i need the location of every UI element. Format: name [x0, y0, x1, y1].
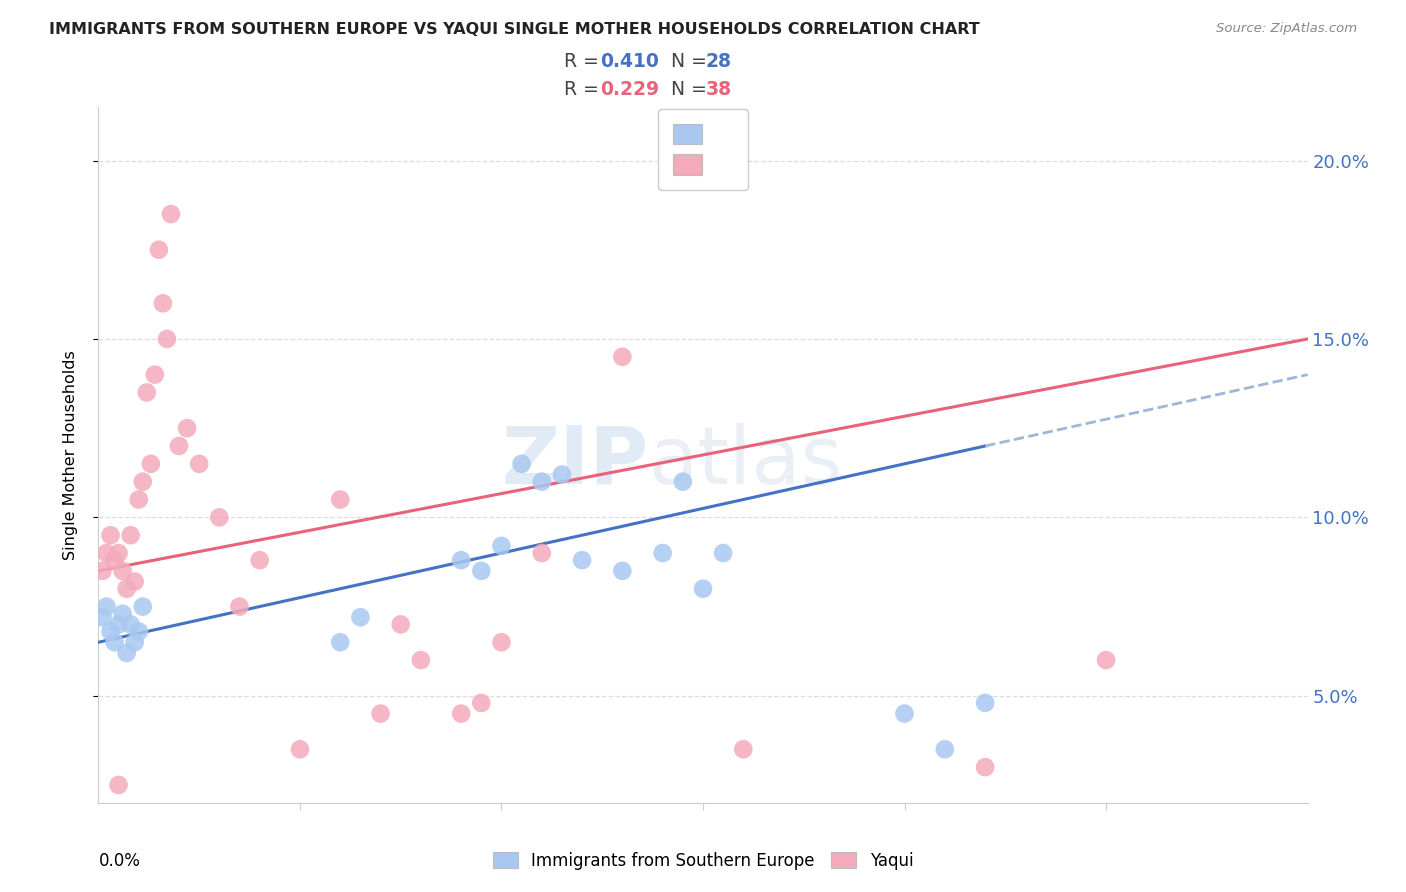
- Point: [111, 607, 134, 621]
- Point: [249, 553, 271, 567]
- Point: [893, 706, 915, 721]
- Point: [551, 467, 574, 482]
- Point: [176, 421, 198, 435]
- Point: [124, 574, 146, 589]
- Point: [120, 617, 142, 632]
- Point: [612, 564, 634, 578]
- Text: 0.0%: 0.0%: [98, 852, 141, 870]
- Point: [370, 706, 392, 721]
- Point: [135, 385, 157, 400]
- Point: [103, 635, 125, 649]
- Point: [491, 539, 513, 553]
- Point: [974, 760, 997, 774]
- Point: [132, 599, 155, 614]
- Point: [491, 635, 513, 649]
- Point: [672, 475, 695, 489]
- Point: [208, 510, 231, 524]
- Text: N =: N =: [659, 53, 713, 71]
- Point: [107, 546, 129, 560]
- Point: [111, 564, 134, 578]
- Point: [974, 696, 997, 710]
- Point: [148, 243, 170, 257]
- Point: [96, 546, 118, 560]
- Point: [188, 457, 211, 471]
- Point: [228, 599, 250, 614]
- Text: 28: 28: [706, 53, 731, 71]
- Point: [349, 610, 371, 624]
- Point: [103, 553, 125, 567]
- Point: [91, 564, 114, 578]
- Text: Source: ZipAtlas.com: Source: ZipAtlas.com: [1216, 22, 1357, 36]
- Point: [934, 742, 956, 756]
- Text: N =: N =: [659, 80, 713, 99]
- Point: [139, 457, 162, 471]
- Point: [571, 553, 593, 567]
- Point: [692, 582, 714, 596]
- Text: 0.229: 0.229: [600, 80, 659, 99]
- Y-axis label: Single Mother Households: Single Mother Households: [63, 350, 77, 560]
- Point: [143, 368, 166, 382]
- Point: [120, 528, 142, 542]
- Point: [91, 610, 114, 624]
- Point: [510, 457, 533, 471]
- Point: [115, 646, 138, 660]
- Point: [167, 439, 190, 453]
- Text: 0.410: 0.410: [600, 53, 659, 71]
- Text: ZIP: ZIP: [502, 423, 648, 501]
- Text: 38: 38: [706, 80, 731, 99]
- Point: [107, 778, 129, 792]
- Point: [96, 599, 118, 614]
- Text: R =: R =: [564, 80, 605, 99]
- Point: [124, 635, 146, 649]
- Point: [100, 528, 122, 542]
- Legend:    ,    : ,: [658, 109, 748, 190]
- Point: [115, 582, 138, 596]
- Point: [530, 475, 553, 489]
- Point: [450, 553, 472, 567]
- Point: [132, 475, 155, 489]
- Point: [107, 617, 129, 632]
- Point: [409, 653, 432, 667]
- Point: [152, 296, 174, 310]
- Point: [329, 635, 352, 649]
- Point: [470, 696, 492, 710]
- Point: [530, 546, 553, 560]
- Point: [1095, 653, 1118, 667]
- Point: [128, 624, 150, 639]
- Point: [450, 706, 472, 721]
- Point: [156, 332, 179, 346]
- Point: [733, 742, 755, 756]
- Point: [470, 564, 492, 578]
- Point: [128, 492, 150, 507]
- Text: atlas: atlas: [648, 423, 844, 501]
- Point: [711, 546, 734, 560]
- Legend: Immigrants from Southern Europe, Yaqui: Immigrants from Southern Europe, Yaqui: [486, 846, 920, 877]
- Point: [160, 207, 183, 221]
- Text: R =: R =: [564, 53, 605, 71]
- Point: [612, 350, 634, 364]
- Point: [329, 492, 352, 507]
- Point: [288, 742, 311, 756]
- Point: [100, 624, 122, 639]
- Point: [389, 617, 412, 632]
- Text: IMMIGRANTS FROM SOUTHERN EUROPE VS YAQUI SINGLE MOTHER HOUSEHOLDS CORRELATION CH: IMMIGRANTS FROM SOUTHERN EUROPE VS YAQUI…: [49, 22, 980, 37]
- Point: [651, 546, 673, 560]
